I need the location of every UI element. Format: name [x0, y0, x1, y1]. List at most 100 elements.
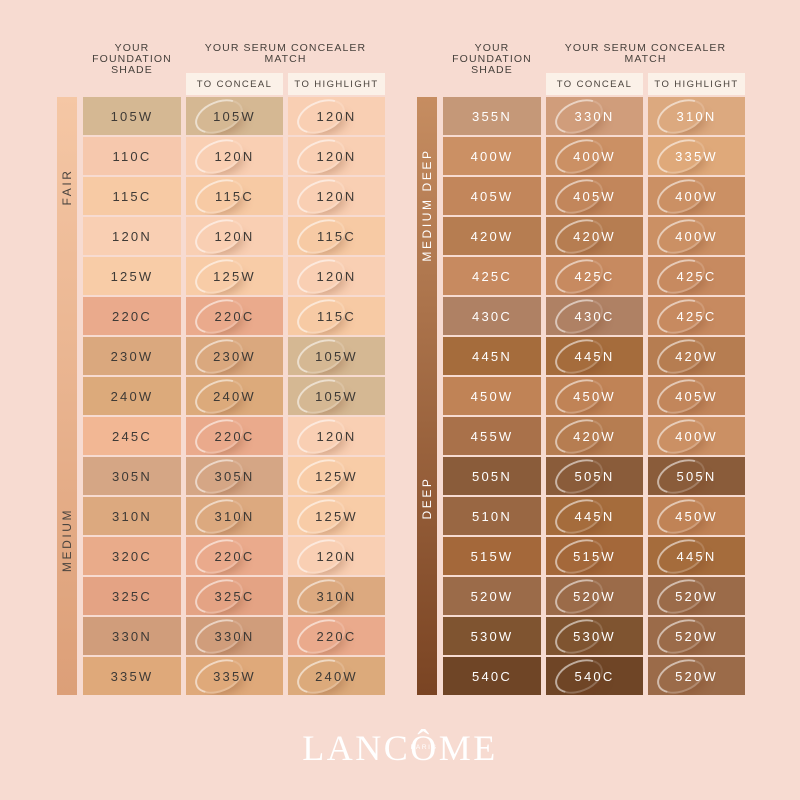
- shade-code-label: 230W: [110, 348, 154, 364]
- foundation-shade-cell: 430C: [443, 297, 541, 335]
- shade-code-label: 450W: [573, 388, 616, 404]
- shade-code-label: 520W: [573, 588, 616, 604]
- conceal-match-cell: 520W: [546, 577, 643, 615]
- shade-code-label: 520W: [470, 588, 514, 604]
- shade-code-label: 310N: [676, 108, 717, 124]
- tone-range-label-fair: FAIR: [60, 168, 74, 206]
- foundation-shade-cell: 310N: [83, 497, 181, 535]
- conceal-match-cell: 115C: [186, 177, 283, 215]
- shade-code-label: 425C: [574, 268, 615, 284]
- table-row: 330N 330N 220C: [83, 617, 385, 655]
- foundation-shade-header: YOUR FOUNDATION SHADE: [452, 42, 532, 76]
- shade-code-label: 310N: [316, 588, 357, 604]
- shade-code-label: 425C: [676, 268, 717, 284]
- foundation-shade-cell: 105W: [83, 97, 181, 135]
- highlight-match-cell: 105W: [288, 377, 385, 415]
- conceal-match-cell: 125W: [186, 257, 283, 295]
- shade-code-label: 245C: [112, 428, 152, 444]
- conceal-match-cell: 530W: [546, 617, 643, 655]
- shade-code-label: 430C: [472, 308, 512, 324]
- shade-rows: 105W 105W 120N 110C 120N 120N 115C 115C 120N 120N…: [83, 97, 385, 695]
- highlight-match-cell: 220C: [288, 617, 385, 655]
- shade-code-label: 450W: [470, 388, 514, 404]
- shade-code-label: 405W: [675, 388, 718, 404]
- table-row: 245C 220C 120N: [83, 417, 385, 455]
- shade-code-label: 400W: [675, 428, 718, 444]
- shade-code-label: 505N: [472, 468, 512, 484]
- highlight-match-cell: 425C: [648, 257, 745, 295]
- foundation-shade-cell: 220C: [83, 297, 181, 335]
- shade-code-label: 330N: [214, 628, 255, 644]
- shade-code-label: 220C: [214, 308, 255, 324]
- table-row: 220C 220C 115C: [83, 297, 385, 335]
- highlight-match-cell: 105W: [288, 337, 385, 375]
- highlight-match-cell: 120N: [288, 97, 385, 135]
- conceal-match-cell: 335W: [186, 657, 283, 695]
- shade-code-label: 455W: [470, 428, 514, 444]
- table-row: 240W 240W 105W: [83, 377, 385, 415]
- shade-code-label: 105W: [213, 108, 256, 124]
- shade-code-label: 115C: [317, 308, 356, 324]
- table-row: 355N 330N 310N: [443, 97, 745, 135]
- shade-code-label: 420W: [675, 348, 718, 364]
- shade-code-label: 450W: [675, 508, 718, 524]
- shade-code-label: 420W: [573, 228, 616, 244]
- shade-code-label: 120N: [316, 268, 357, 284]
- table-row: 335W 335W 240W: [83, 657, 385, 695]
- shade-code-label: 530W: [573, 628, 616, 644]
- foundation-shade-cell: 530W: [443, 617, 541, 655]
- shade-code-label: 115C: [112, 188, 152, 204]
- shade-code-label: 520W: [675, 668, 718, 684]
- foundation-shade-cell: 125W: [83, 257, 181, 295]
- foundation-shade-cell: 455W: [443, 417, 541, 455]
- conceal-match-cell: 430C: [546, 297, 643, 335]
- conceal-match-cell: 105W: [186, 97, 283, 135]
- table-row: 540C 540C 520W: [443, 657, 745, 695]
- shade-code-label: 230W: [213, 348, 256, 364]
- shade-code-label: 120N: [316, 148, 357, 164]
- shade-code-label: 105W: [315, 348, 358, 364]
- conceal-match-cell: 450W: [546, 377, 643, 415]
- shade-code-label: 400W: [675, 228, 718, 244]
- shade-code-label: 120N: [316, 428, 357, 444]
- tone-range-bar: MEDIUM DEEP DEEP: [417, 97, 437, 695]
- shade-code-label: 105W: [315, 388, 358, 404]
- conceal-match-cell: 540C: [546, 657, 643, 695]
- table-row: 230W 230W 105W: [83, 337, 385, 375]
- shade-code-label: 420W: [573, 428, 616, 444]
- shade-code-label: 540C: [472, 668, 512, 684]
- conceal-match-cell: 305N: [186, 457, 283, 495]
- shade-code-label: 240W: [110, 388, 154, 404]
- foundation-shade-cell: 540C: [443, 657, 541, 695]
- concealer-match-header: YOUR SERUM CONCEALER MATCH: [204, 42, 367, 65]
- table-row: 120N 120N 115C: [83, 217, 385, 255]
- conceal-match-cell: 515W: [546, 537, 643, 575]
- shade-code-label: 420W: [470, 228, 514, 244]
- highlight-match-cell: 400W: [648, 217, 745, 255]
- tone-range-label-medium-deep: MEDIUM DEEP: [420, 147, 434, 262]
- table-row: 105W 105W 120N: [83, 97, 385, 135]
- table-row: 305N 305N 125W: [83, 457, 385, 495]
- highlight-match-cell: 120N: [288, 137, 385, 175]
- shade-code-label: 445N: [676, 548, 717, 564]
- shade-code-label: 120N: [214, 148, 255, 164]
- shade-code-label: 520W: [675, 588, 718, 604]
- shade-code-label: 445N: [574, 508, 615, 524]
- highlight-match-cell: 445N: [648, 537, 745, 575]
- table-row: 405W 405W 400W: [443, 177, 745, 215]
- shade-code-label: 510N: [472, 508, 512, 524]
- table-row: 125W 125W 120N: [83, 257, 385, 295]
- concealer-match-header: YOUR SERUM CONCEALER MATCH: [564, 42, 727, 65]
- highlight-match-cell: 335W: [648, 137, 745, 175]
- table-row: 325C 325C 310N: [83, 577, 385, 615]
- shade-code-label: 220C: [316, 628, 357, 644]
- shade-code-label: 220C: [214, 548, 255, 564]
- table-row: 425C 425C 425C: [443, 257, 745, 295]
- shade-code-label: 125W: [315, 508, 358, 524]
- foundation-shade-cell: 120N: [83, 217, 181, 255]
- highlight-match-cell: 425C: [648, 297, 745, 335]
- highlight-match-cell: 450W: [648, 497, 745, 535]
- table-row: 505N 505N 505N: [443, 457, 745, 495]
- foundation-shade-cell: 330N: [83, 617, 181, 655]
- foundation-shade-cell: 420W: [443, 217, 541, 255]
